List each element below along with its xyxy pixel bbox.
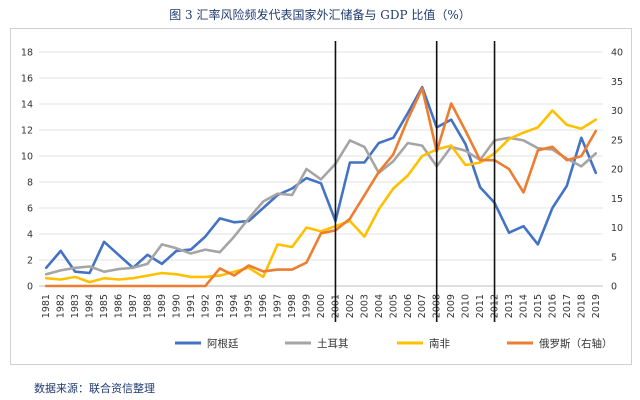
x-tick-label: 1992: [200, 294, 211, 318]
y-left-tick-label: 16: [21, 74, 33, 85]
y-right-tick-label: 25: [611, 135, 623, 146]
chart-frame: 0 2 4 6 8 10 12 14 16 18 0 5 10 15 20 25 30 35 40 1981 1982 1…: [10, 28, 632, 365]
y-right-tick-label: 15: [611, 194, 623, 205]
y-right-tick-label: 20: [611, 165, 623, 176]
x-tick-label: 2017: [562, 294, 573, 318]
y-right-tick-label: 5: [611, 252, 617, 263]
x-tick-label: 2003: [359, 294, 370, 318]
x-tick-label: 1983: [70, 294, 81, 318]
x-tick-label: 2002: [345, 294, 356, 318]
x-tick-label: 1995: [244, 294, 255, 318]
x-tick-label: 2000: [316, 294, 327, 318]
legend-label: 阿根廷: [207, 337, 239, 350]
figure-title: 图 3 汇率风险频发代表国家外汇储备与 GDP 比值（%）: [169, 8, 471, 22]
legend-label: 土耳其: [317, 337, 349, 350]
x-tick-label: 2009: [446, 294, 457, 318]
x-tick-label: 2015: [533, 294, 544, 318]
x-tick-label: 1986: [114, 294, 125, 318]
series-line: [44, 109, 598, 284]
y-left-tick-label: 0: [27, 282, 33, 293]
x-tick-label: 2007: [417, 294, 428, 318]
x-tick-label: 1984: [85, 294, 96, 318]
x-tick-label: 1994: [229, 294, 240, 318]
y-left-tick-label: 18: [21, 48, 33, 59]
x-tick-label: 2010: [461, 294, 472, 318]
y-right-tick-label: 10: [611, 223, 623, 234]
y-right-tick-label: 30: [611, 106, 623, 117]
x-tick-label: 1991: [186, 294, 197, 318]
x-tick-label: 1982: [56, 294, 67, 318]
x-tick-label: 1985: [99, 294, 110, 318]
x-tick-label: 2006: [403, 294, 414, 318]
x-tick-label: 1996: [258, 294, 269, 318]
x-tick-label: 1981: [41, 294, 52, 318]
source-note: 数据来源：联合资信整理: [34, 382, 155, 395]
x-tick-label: 2005: [388, 294, 399, 318]
y-left-tick-label: 10: [21, 152, 33, 163]
x-tick-label: 1990: [171, 294, 182, 318]
legend-label: 俄罗斯（右轴）: [539, 337, 613, 350]
x-tick-label: 2013: [504, 294, 515, 318]
x-tick-label: 2016: [547, 294, 558, 318]
x-tick-label: 1997: [273, 294, 284, 318]
x-tick-label: 1998: [287, 294, 298, 318]
y-left-tick-label: 2: [27, 256, 33, 267]
legend-label: 南非: [429, 337, 450, 350]
y-left-tick-label: 4: [27, 230, 33, 241]
x-tick-label: 1989: [157, 294, 168, 318]
x-tick-label: 1993: [215, 294, 226, 318]
series-line: [44, 85, 598, 275]
series-line: [44, 86, 598, 288]
x-tick-label: 2014: [518, 294, 529, 318]
y-right-tick-label: 35: [611, 77, 623, 88]
y-left-tick-label: 8: [27, 178, 33, 189]
x-tick-label: 2018: [576, 294, 587, 318]
series-line: [44, 136, 598, 276]
x-tick-label: 1988: [142, 294, 153, 318]
x-tick-label: 1999: [302, 294, 313, 318]
x-tick-label: 2011: [475, 294, 486, 318]
y-left-tick-label: 14: [21, 100, 33, 111]
x-tick-label: 1987: [128, 294, 139, 318]
y-left-tick-label: 6: [27, 204, 33, 215]
x-tick-label: 2019: [591, 294, 602, 318]
y-left-tick-label: 12: [21, 126, 33, 137]
x-tick-label: 2004: [374, 294, 385, 318]
y-right-tick-label: 0: [611, 282, 617, 293]
y-right-tick-label: 40: [611, 48, 623, 59]
